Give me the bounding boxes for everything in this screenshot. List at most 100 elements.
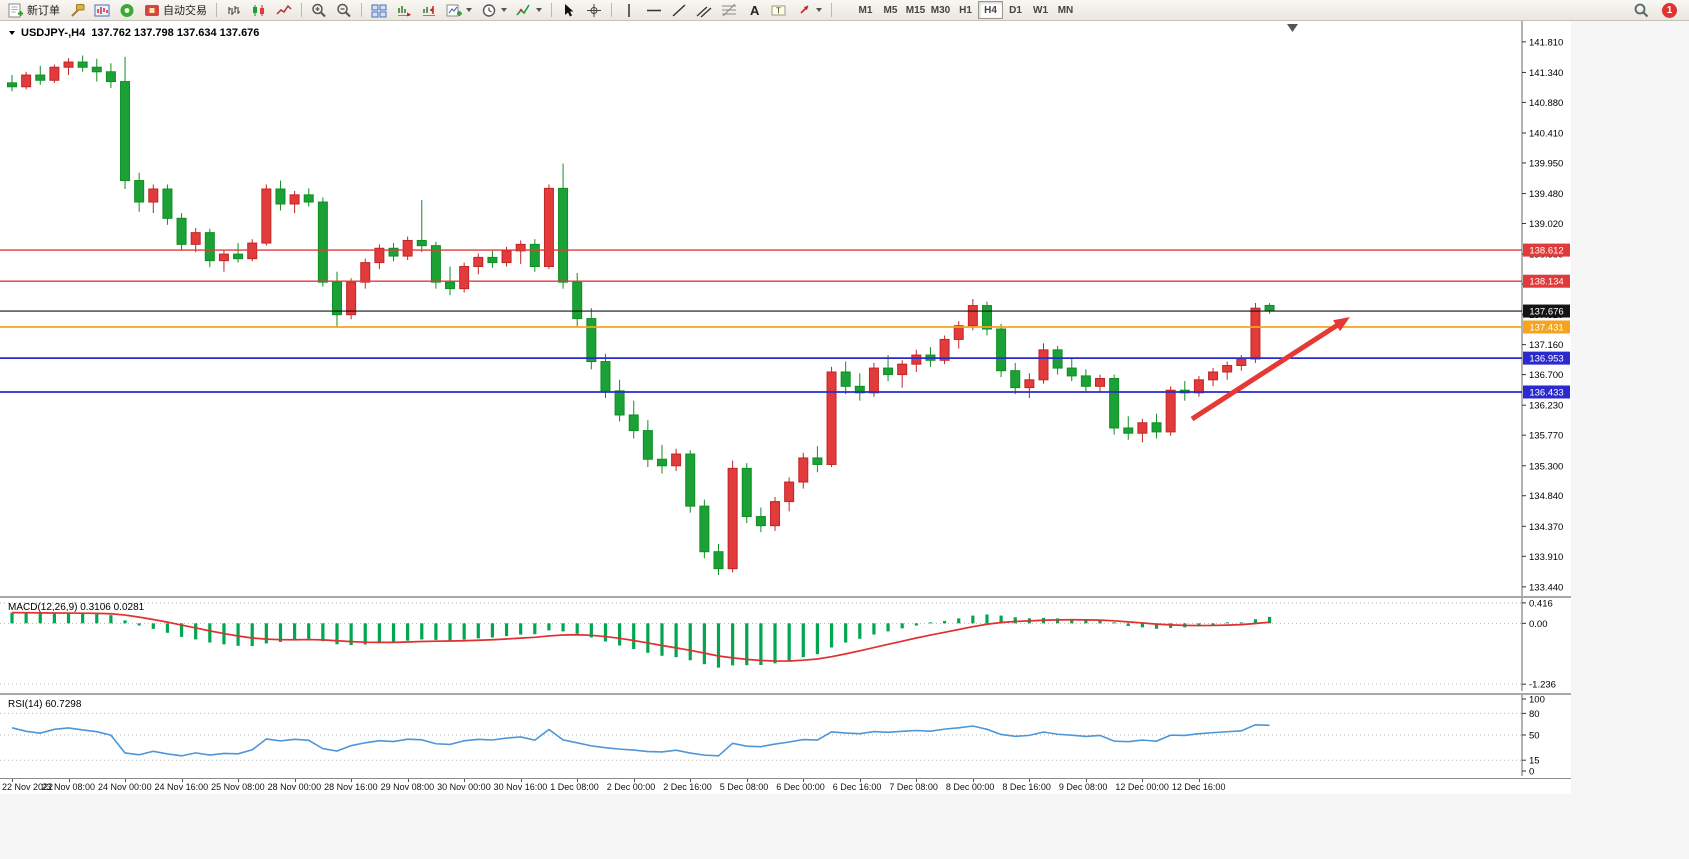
macd-panel[interactable]: 0.416 0.00 -1.236 MACD(12,26,9) 0.3106 0.0…	[0, 596, 1571, 693]
price-axis-label: 133.440	[1529, 582, 1563, 593]
tile-windows-button[interactable]	[367, 1, 391, 20]
candle	[218, 253, 229, 262]
price-axis-label: 141.340	[1529, 68, 1563, 79]
crosshair-button[interactable]	[582, 1, 606, 20]
new-order-button[interactable]: 新订单	[4, 1, 64, 20]
arrows-button[interactable]	[792, 1, 826, 20]
candle	[741, 467, 752, 518]
price-axis-label: 141.810	[1529, 37, 1563, 48]
candlestick-chart[interactable]: 141.810 141.340 140.880 140.410 139.950 139.4…	[0, 21, 1571, 596]
macd-axis-label: 0.416	[1529, 598, 1553, 609]
timeframe-m15[interactable]: M15	[903, 1, 928, 19]
autotrading-button[interactable]: 自动交易	[140, 1, 211, 20]
time-axis-label: 12 Dec 00:00	[1115, 782, 1169, 792]
candle	[473, 256, 484, 267]
price-axis-label: 136.700	[1529, 370, 1563, 381]
new-chart-icon	[446, 4, 462, 16]
rsi-axis-label: 0	[1529, 767, 1534, 777]
candle	[1024, 379, 1035, 389]
candle	[1208, 371, 1219, 381]
candle	[840, 371, 851, 387]
time-axis-tick	[520, 779, 522, 782]
candle	[1080, 375, 1091, 387]
auto-scroll-icon	[398, 5, 411, 16]
auto-scroll-button[interactable]	[392, 1, 416, 20]
time-axis-tick	[1029, 779, 1031, 782]
timeframe-w1[interactable]: W1	[1028, 1, 1053, 19]
line-chart-button[interactable]	[272, 1, 296, 20]
indicators-button[interactable]	[512, 1, 546, 20]
candle	[967, 305, 978, 327]
time-axis-label: 9 Dec 08:00	[1058, 782, 1108, 792]
candlestick-chart-button[interactable]	[247, 1, 271, 20]
time-axis-tick	[746, 779, 748, 782]
candle	[572, 281, 583, 320]
zoom-out-button[interactable]	[332, 1, 356, 20]
trendline-button[interactable]	[667, 1, 691, 20]
time-axis-tick	[972, 779, 974, 782]
new-chart-button[interactable]	[442, 1, 476, 20]
candle	[134, 180, 145, 203]
bar-chart-button[interactable]	[222, 1, 246, 20]
candle	[911, 354, 922, 365]
time-axis-label: 24 Nov 16:00	[154, 782, 209, 792]
search-button[interactable]	[1629, 1, 1653, 20]
candle	[685, 453, 696, 507]
mql5-community-button[interactable]	[115, 1, 139, 20]
rsi-panel[interactable]: 100 80 50 15 0 RSI(14) 60.7298	[0, 693, 1571, 778]
time-axis[interactable]: 22 Nov 2022 23 Nov 08:00 24 Nov 00:00 24 No…	[0, 778, 1571, 794]
candle	[416, 239, 427, 247]
metaeditor-button[interactable]	[65, 1, 89, 20]
price-axis-label: 134.370	[1529, 522, 1563, 533]
candle	[346, 281, 357, 316]
macd-chart[interactable]: 0.416 0.00 -1.236	[0, 598, 1571, 691]
trend-arrow[interactable]	[1190, 320, 1343, 422]
candlestick-chart-icon	[253, 4, 264, 16]
price-axis-label: 140.410	[1529, 129, 1563, 140]
time-axis-tick	[859, 779, 861, 782]
candle	[727, 467, 738, 570]
cursor-button[interactable]	[557, 1, 581, 20]
chart-shift-button[interactable]	[417, 1, 441, 20]
one-click-trading-toggle[interactable]	[9, 31, 15, 35]
candle	[501, 250, 512, 264]
fibonacci-button[interactable]	[717, 1, 741, 20]
market-watch-button[interactable]	[90, 1, 114, 20]
text-tool-button[interactable]: A	[742, 1, 766, 20]
horizontal-line-button[interactable]	[642, 1, 666, 20]
timeframe-h1[interactable]: H1	[953, 1, 978, 19]
vertical-line-icon	[628, 3, 630, 17]
price-axis-label: 140.880	[1529, 98, 1563, 109]
zoom-in-button[interactable]	[307, 1, 331, 20]
main-chart-panel[interactable]: 141.810 141.340 140.880 140.410 139.950 139.4…	[0, 21, 1571, 596]
timeframe-m5[interactable]: M5	[878, 1, 903, 19]
timeframe-h4[interactable]: H4	[978, 1, 1003, 19]
rsi-chart[interactable]: 100 80 50 150	[0, 695, 1571, 778]
timeframe-d1[interactable]: D1	[1003, 1, 1028, 19]
svg-text:A: A	[750, 3, 760, 18]
time-axis-label: 6 Dec 00:00	[776, 782, 825, 792]
price-axis-label: 136.230	[1529, 401, 1563, 412]
time-axis-label: 2 Dec 16:00	[663, 782, 712, 792]
timeframe-m30[interactable]: M30	[928, 1, 953, 19]
price-axis-label: 139.950	[1529, 158, 1563, 169]
candle	[459, 265, 470, 290]
candle	[120, 81, 131, 182]
candle	[91, 66, 102, 73]
timeframe-m1[interactable]: M1	[853, 1, 878, 19]
macd-label: MACD(12,26,9) 0.3106 0.0281	[8, 602, 144, 613]
candle	[487, 256, 498, 264]
candle	[162, 188, 173, 219]
vertical-line-button[interactable]	[617, 1, 641, 20]
candle	[233, 253, 244, 260]
timeframe-mn[interactable]: MN	[1053, 1, 1078, 19]
chart-shift-icon	[423, 5, 435, 16]
time-axis-tick	[803, 779, 805, 782]
candle	[1151, 422, 1162, 433]
text-label-button[interactable]: T	[767, 1, 791, 20]
status-strip	[0, 794, 1689, 859]
periods-button[interactable]	[477, 1, 511, 20]
notification-badge[interactable]: 1	[1662, 2, 1677, 18]
equidistant-channel-button[interactable]	[692, 1, 716, 20]
candle	[628, 414, 639, 432]
